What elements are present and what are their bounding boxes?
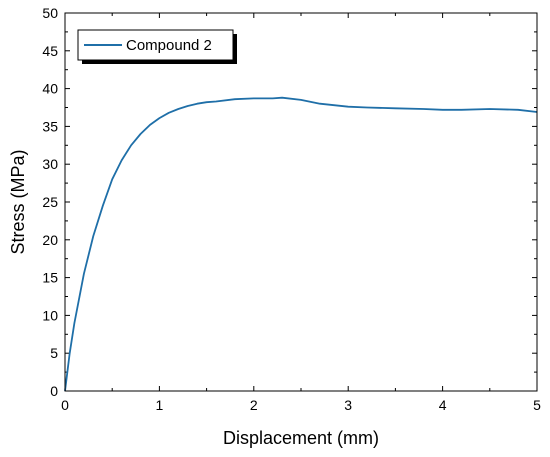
x-axis-tick-labels: 0 1 2 3 4 5	[61, 397, 541, 413]
y-tick-label: 50	[42, 5, 58, 21]
x-tick-label: 0	[61, 397, 69, 413]
legend: Compound 2	[77, 29, 237, 64]
x-axis-ticks	[64, 13, 538, 391]
x-tick-label: 5	[533, 397, 541, 413]
y-axis-title: Stress (MPa)	[8, 149, 28, 254]
y-axis-tick-labels: 0 5 10 15 20 25 30 35 40 45 50	[42, 5, 58, 399]
y-tick-label: 45	[42, 43, 58, 59]
y-tick-label: 30	[42, 156, 58, 172]
y-tick-label: 35	[42, 118, 58, 134]
series-layer	[64, 96, 538, 392]
x-tick-label: 3	[344, 397, 352, 413]
y-tick-label: 10	[42, 307, 58, 323]
x-axis-title: Displacement (mm)	[223, 428, 379, 448]
x-tick-label: 2	[250, 397, 258, 413]
y-tick-label: 5	[50, 345, 58, 361]
y-tick-label: 40	[42, 81, 58, 97]
y-tick-label: 20	[42, 232, 58, 248]
y-axis-ticks	[65, 12, 537, 392]
series-line-0	[64, 96, 538, 392]
legend-label-compound-2: Compound 2	[126, 37, 212, 54]
y-tick-label: 25	[42, 194, 58, 210]
y-tick-label: 0	[50, 383, 58, 399]
x-tick-label: 1	[156, 397, 164, 413]
y-tick-label: 15	[42, 270, 58, 286]
legend-box	[77, 29, 234, 61]
plot-frame	[64, 12, 538, 392]
x-tick-label: 4	[439, 397, 447, 413]
